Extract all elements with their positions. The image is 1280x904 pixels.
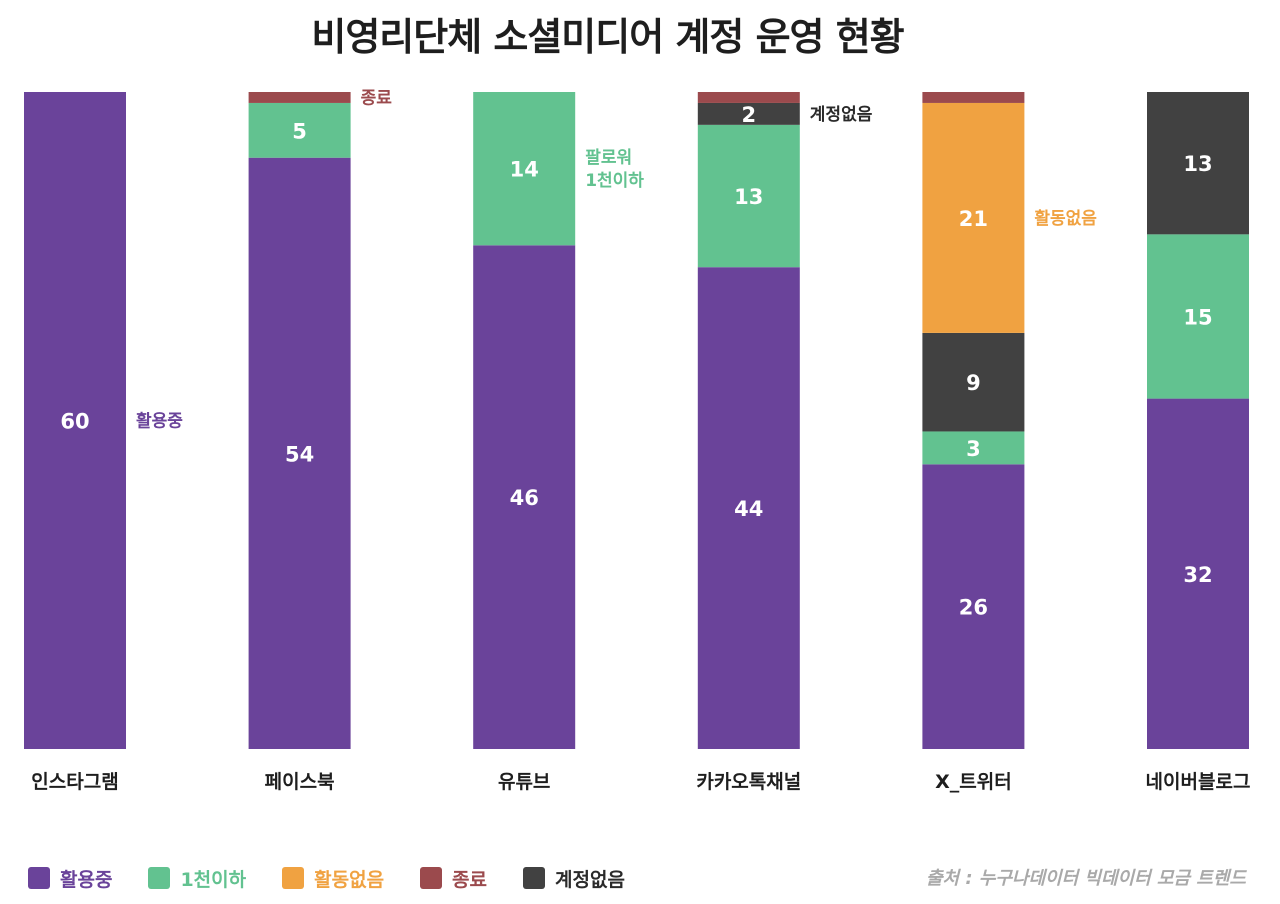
data-label-인스타그램-활동중: 60 [60,410,89,434]
bar-segment-페이스북-1천이하 [248,102,351,158]
bar-segment-유튜브-1천이하 [473,92,576,246]
annotation-페이스북-종료: 종료 [361,88,393,108]
bar-segment-네이버블로그-활동중 [1147,398,1249,749]
category-label-카카오톡채널: 카카오톡채널 [696,771,801,793]
data-label-네이버블로그-계정없음: 13 [1183,152,1212,176]
legend-item-활용중: 활용중 [28,865,112,892]
chart-legend: 활용중 1천이하 활동없음 종료 계정없음 [28,862,661,894]
bar-segment-x-트위터-활동중 [922,464,1025,749]
bar-segment-x-트위터-1천이하 [922,431,1025,465]
legend-item-1천이하: 1천이하 [148,865,246,892]
annotation-유튜브-1천이하: 팔로워 1천이하 [585,148,644,191]
bar-segment-유튜브-활동중 [473,245,576,750]
chart-title: 비영리단체 소셜미디어 계정 운영 현황 [311,15,904,59]
bar-group-페이스북: 54 5 페이스북 종료 [248,88,393,793]
bar-group-카카오톡채널: 44 13 2 카카오톡채널 계정없음 [696,92,873,793]
bar-segment-x-트위터-종료 [922,92,1025,103]
bar-segment-x-트위터-계정없음 [922,332,1025,432]
data-label-x-트위터-계정없음: 9 [966,371,981,395]
legend-swatch [420,867,443,889]
category-label-페이스북: 페이스북 [265,771,335,793]
bar-segment-x-트위터-활동없음 [922,102,1025,333]
bar-group-네이버블로그: 32 15 13 네이버블로그 [1146,92,1251,793]
bar-segment-카카오톡채널-활동중 [697,267,800,749]
legend-item-종료: 종료 [420,865,487,892]
data-label-네이버블로그-1천이하: 15 [1183,305,1212,329]
data-label-카카오톡채널-계정없음: 2 [741,103,756,127]
category-label-인스타그램: 인스타그램 [31,771,118,793]
legend-label: 계정없음 [555,868,625,891]
legend-swatch [28,867,50,889]
data-label-페이스북-1천이하: 5 [292,119,307,143]
bar-group-인스타그램: 60 인스타그램 활용중 [24,92,183,793]
category-label-유튜브: 유튜브 [498,771,550,793]
data-label-x-트위터-1천이하: 3 [966,437,981,461]
bar-group-유튜브: 46 14 유튜브 팔로워 1천이하 [473,92,644,793]
data-label-카카오톡채널-활동중: 44 [734,497,763,521]
legend-item-계정없음: 계정없음 [523,865,625,892]
category-label-네이버블로그: 네이버블로그 [1146,771,1251,793]
data-label-x-트위터-활동없음: 21 [959,207,988,231]
legend-swatch [523,867,546,889]
legend-label: 1천이하 [180,868,247,891]
bar-group-x-트위터: 26 3 9 21 X_트위터 활동없음 [922,92,1097,793]
bar-segment-카카오톡채널-종료 [697,92,800,103]
legend-label: 활용중 [60,868,113,891]
bar-segment-카카오톡채널-1천이하 [697,124,800,268]
source-note: 출처 : 누구나데이터 빅데이터 모금 트렌드 [925,868,1246,889]
legend-label: 종료 [452,868,488,891]
annotation-x-트위터-활동없음: 활동없음 [1034,208,1097,229]
bar-segment-네이버블로그-1천이하 [1147,234,1249,399]
legend-label: 활동없음 [314,868,385,891]
bar-segment-페이스북-종료 [248,92,351,103]
stacked-bar-chart: 60 인스타그램 활용중 54 5 페이스북 종료 46 14 유튜브 팔로워 1천이하 44 13 2 카카… [24,88,1251,793]
data-label-유튜브-1천이하: 14 [510,158,539,182]
legend-swatch [148,867,171,889]
data-label-x-트위터-활동중: 26 [959,596,988,620]
annotation-카카오톡채널-계정없음: 계정없음 [810,105,873,125]
bar-segment-인스타그램-활동중 [24,92,126,749]
legend-swatch [282,867,305,889]
data-label-카카오톡채널-1천이하: 13 [734,185,763,209]
data-label-네이버블로그-활동중: 32 [1183,563,1212,587]
data-label-유튜브-활동중: 46 [510,486,539,510]
bar-segment-카카오톡채널-계정없음 [697,102,800,125]
annotation-인스타그램-활동중: 활용중 [136,411,183,432]
bar-segment-네이버블로그-계정없음 [1147,92,1249,235]
legend-item-활동없음: 활동없음 [282,865,384,892]
data-label-페이스북-활동중: 54 [285,442,314,466]
bar-segment-페이스북-활동중 [248,157,351,749]
category-label-x-트위터: X_트위터 [935,771,1012,793]
